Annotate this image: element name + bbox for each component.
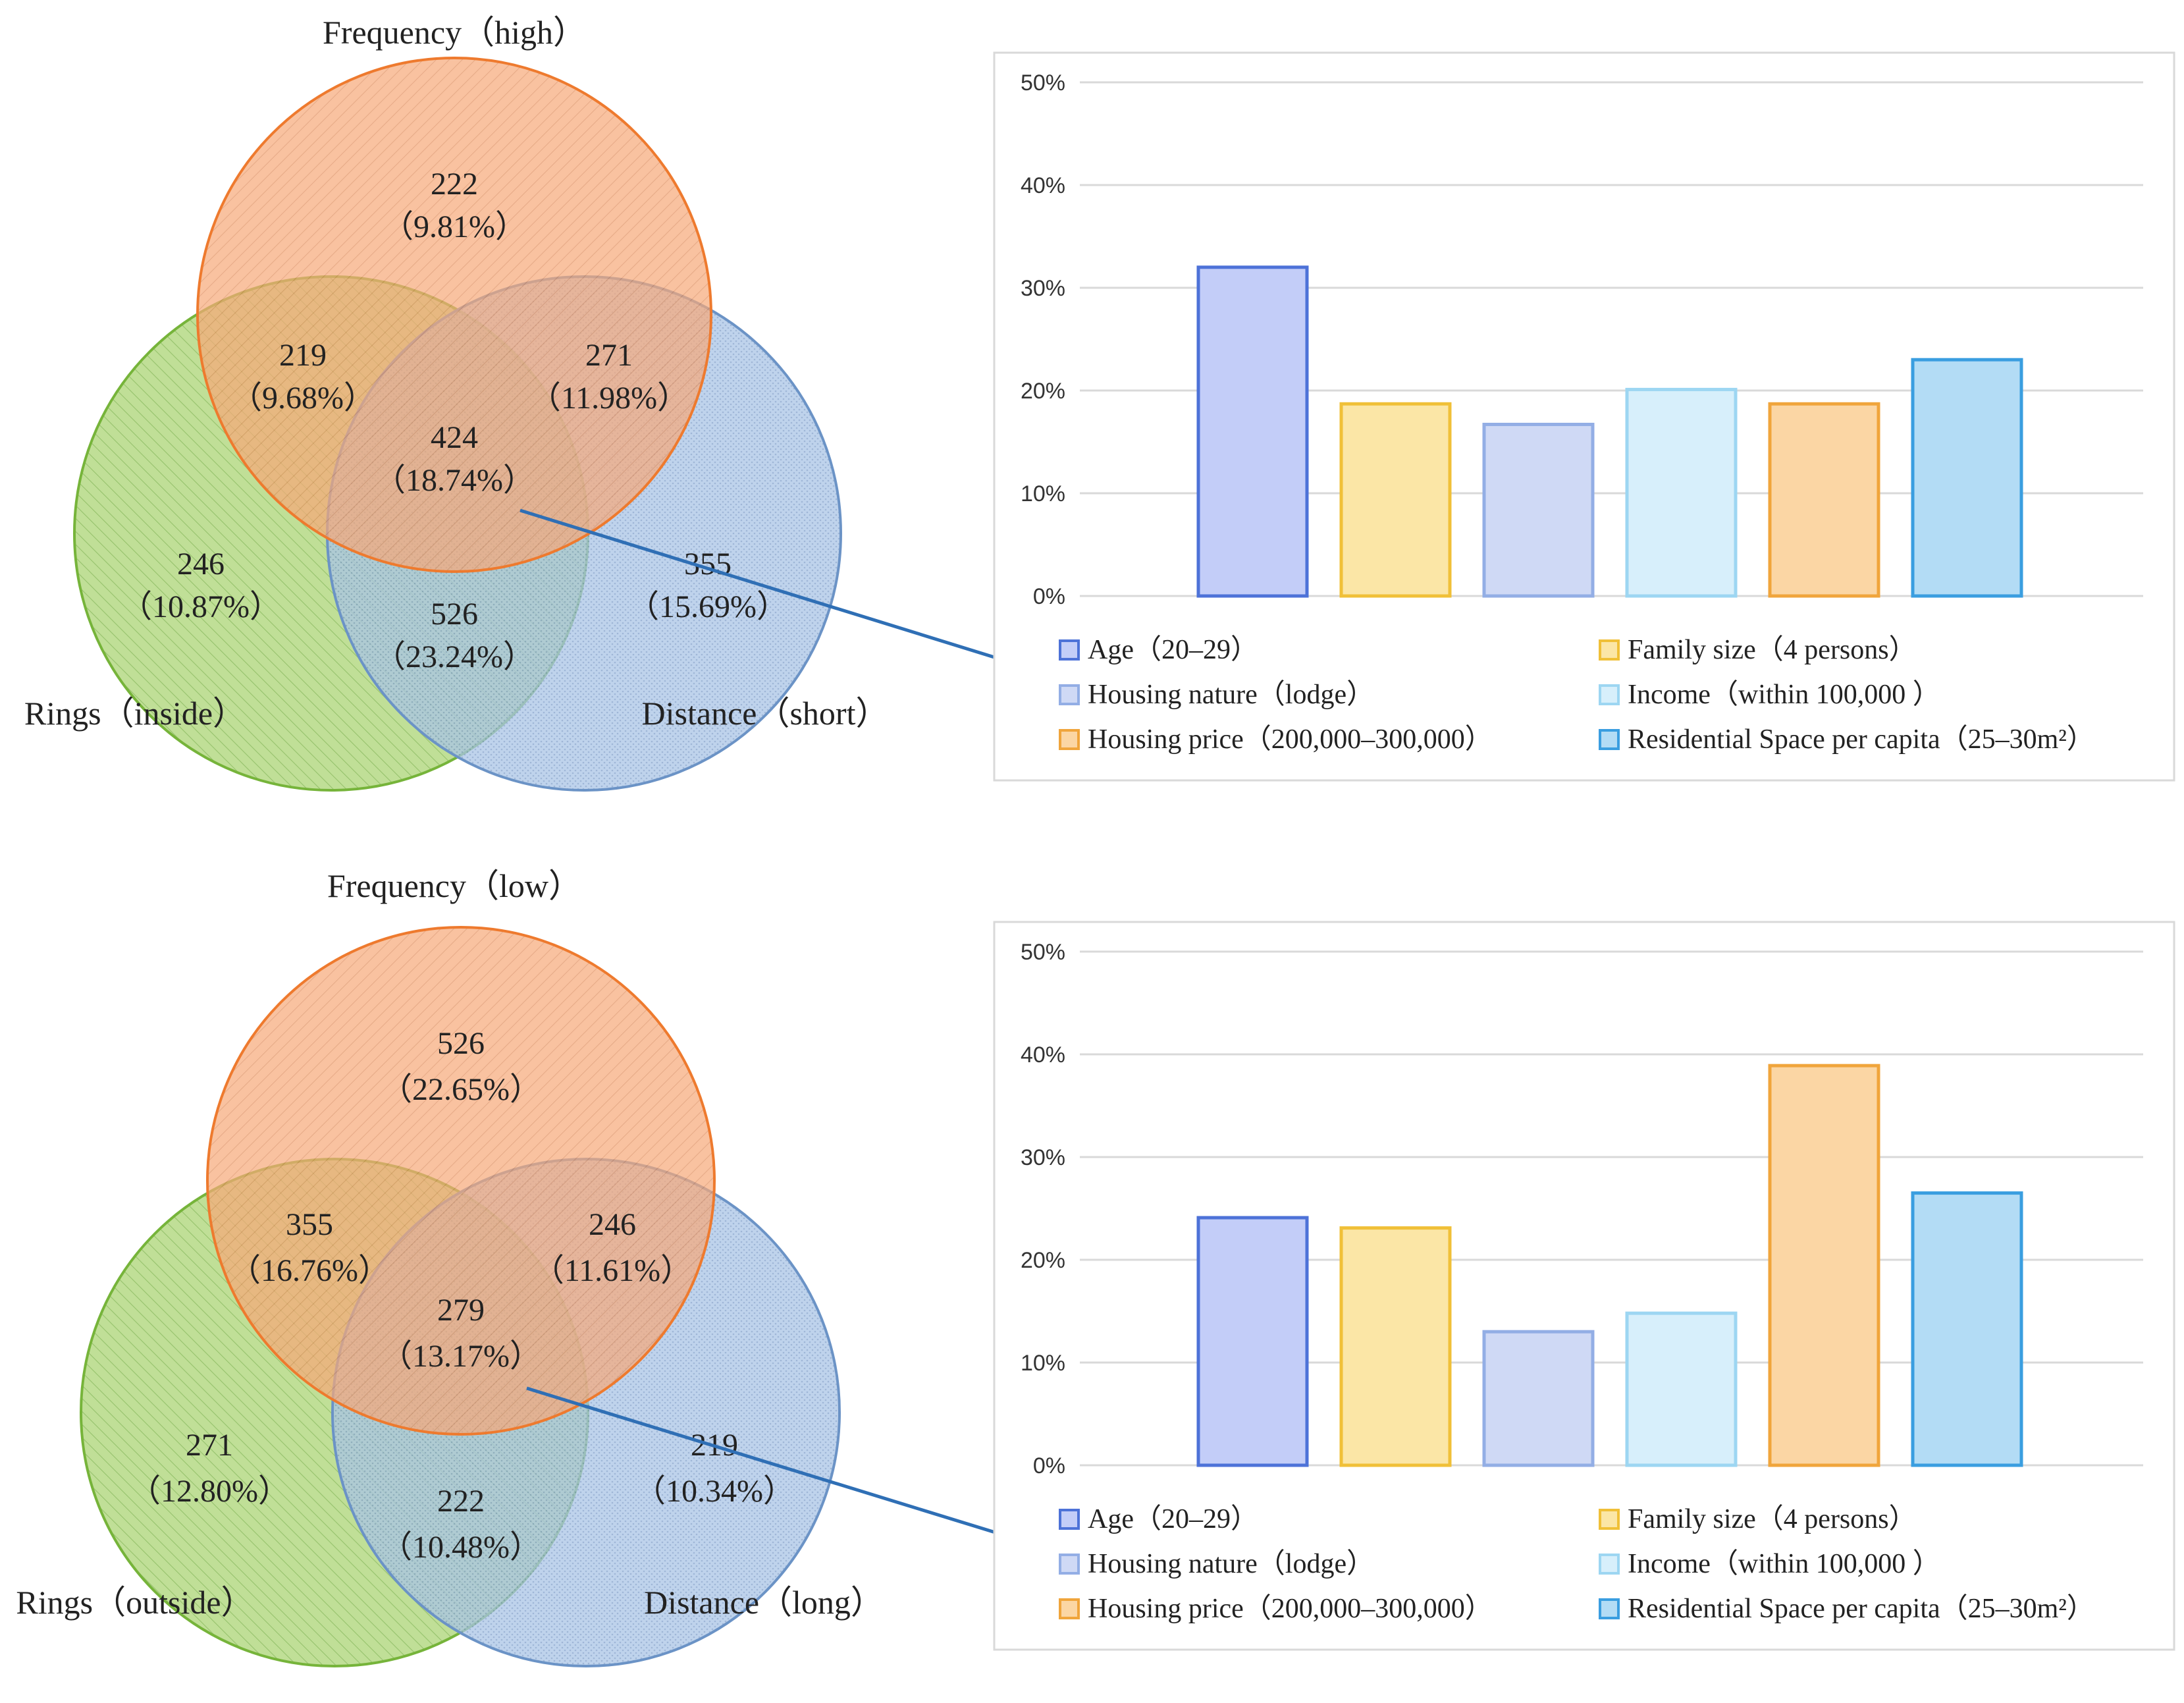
venn-set-label-rings-outside: Rings（outside） [16,1584,253,1621]
legend-swatch [1599,1509,1620,1530]
venn-set-label-distance-short: Distance（short） [642,695,889,732]
venn-region-pct: （23.24%） [374,639,535,674]
venn-region-count: 279 [437,1293,485,1328]
y-tick-label: 50% [1021,940,1065,965]
venn-region-pct: （18.74%） [374,463,535,498]
legend-swatch [1059,684,1080,705]
bar [1482,1330,1595,1467]
y-tick-label: 10% [1021,481,1065,506]
y-tick-label: 30% [1021,276,1065,301]
legend-swatch [1599,684,1620,705]
legend-swatch [1059,1554,1080,1575]
venn-set-label-rings-inside: Rings（inside） [24,695,246,732]
legend-swatch [1599,1598,1620,1619]
venn-region-pct: （11.98%） [529,381,689,416]
venn-region-count: 355 [286,1207,333,1242]
venn-set-label-frequency-high: Frequency（high） [323,14,586,51]
legend-label: Age（20–29） [1088,1504,1258,1534]
venn-region-pct: （9.68%） [230,381,375,416]
venn-to-chart-arrow [519,508,1032,670]
venn-frequency-high-circle [196,57,712,573]
legend-label: Residential Space per capita（25–30m²） [1628,724,2094,755]
legend-swatch [1059,729,1080,750]
venn-region-count: 222 [437,1484,485,1519]
legend-label: Housing price（200,000–300,000） [1088,724,1493,755]
y-tick-label: 0% [1033,584,1065,609]
venn-region-pct: （12.80%） [129,1474,290,1509]
venn-region-count: 424 [431,420,478,455]
legend-swatch [1059,1598,1080,1619]
legend-label: Income（within 100,000 ） [1628,1549,1940,1579]
venn-region-pct: （13.17%） [381,1339,541,1374]
legend-swatch [1059,1509,1080,1530]
venn-region-count: 271 [186,1428,233,1463]
venn-region-pct: （10.48%） [381,1530,541,1565]
bar [1911,358,2023,598]
venn-set-label-distance-long: Distance（long） [644,1584,884,1621]
bar [1768,1064,1880,1467]
y-tick-label: 20% [1021,379,1065,404]
legend-label: Housing price（200,000–300,000） [1088,1594,1493,1624]
legend-label: Age（20–29） [1088,635,1258,665]
bar [1339,402,1452,598]
legend-label: Family size（4 persons） [1628,1504,1917,1534]
venn-region-pct: （22.65%） [381,1072,541,1107]
bar [1196,265,1309,598]
venn-region-pct: （10.34%） [634,1474,795,1509]
venn-region-count: 222 [431,167,478,202]
venn-region-count: 526 [437,1026,485,1061]
bar [1911,1191,2023,1467]
venn-set-label-frequency-low: Frequency（low） [327,867,581,904]
bar [1339,1226,1452,1467]
legend-label: Residential Space per capita（25–30m²） [1628,1594,2094,1624]
bar-chart-low: 0% 10% 20% 30% 40% 50% Age（20–29） Family size（4… [993,921,2175,1651]
venn-region-pct: （15.69%） [627,589,788,624]
bar [1482,422,1595,598]
venn-region-count: 526 [431,597,478,632]
bar [1768,402,1880,598]
venn-diagram-high: Frequency（high） Rings（inside） Distance（s… [24,14,1032,792]
venn-region-pct: （9.81%） [382,209,527,244]
legend-label: Housing nature（lodge） [1088,680,1374,710]
y-tick-label: 40% [1021,1042,1065,1068]
bar [1625,1311,1738,1467]
bar-chart-high: 0% 10% 20% 30% 40% 50% Age（20–29） Family size（4… [993,51,2175,782]
legend-swatch [1599,729,1620,750]
venn-region-count: 219 [279,338,327,373]
y-tick-label: 10% [1021,1351,1065,1376]
bar [1625,387,1738,598]
venn-region-pct: （11.61%） [533,1253,692,1288]
y-tick-label: 0% [1033,1453,1065,1478]
venn-region-count: 246 [177,547,225,581]
venn-region-pct: （16.76%） [229,1253,390,1288]
venn-region-count: 271 [585,338,633,373]
legend-label: Income（within 100,000 ） [1628,680,1940,710]
bar [1196,1216,1309,1467]
legend-label: Housing nature（lodge） [1088,1549,1374,1579]
venn-diagram-low: Frequency（low） Rings（outside） Distance（l… [16,867,1035,1667]
y-tick-label: 20% [1021,1248,1065,1273]
legend-label: Family size（4 persons） [1628,635,1917,665]
venn-to-chart-arrow [526,1386,1035,1546]
y-tick-label: 30% [1021,1145,1065,1170]
y-tick-label: 40% [1021,173,1065,198]
venn-frequency-low-circle [206,926,716,1436]
legend-swatch [1599,1554,1620,1575]
y-tick-label: 50% [1021,70,1065,95]
legend-swatch [1599,639,1620,661]
venn-region-pct: （10.87%） [120,589,281,624]
legend-swatch [1059,639,1080,661]
venn-region-count: 246 [589,1207,636,1242]
